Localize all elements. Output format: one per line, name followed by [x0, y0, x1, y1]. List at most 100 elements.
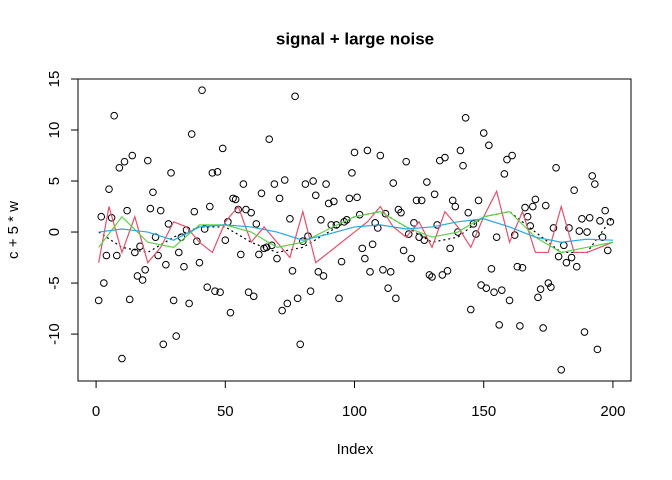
point	[404, 230, 413, 238]
smooth-line	[98, 189, 614, 264]
point	[423, 178, 431, 186]
point	[580, 328, 589, 336]
point	[451, 202, 460, 211]
point	[472, 230, 480, 238]
point	[167, 169, 175, 177]
point	[231, 195, 240, 204]
point	[340, 218, 348, 226]
point	[236, 250, 245, 259]
smooth-line	[98, 218, 613, 243]
point	[557, 365, 566, 374]
point	[198, 86, 206, 95]
point	[529, 202, 537, 211]
point	[280, 176, 289, 184]
point	[588, 172, 597, 180]
point	[428, 273, 436, 281]
point	[275, 194, 284, 203]
point	[348, 169, 356, 177]
point	[218, 144, 227, 153]
point	[244, 288, 253, 297]
point	[417, 196, 426, 205]
point	[598, 233, 607, 241]
point	[278, 306, 286, 315]
point	[203, 283, 212, 291]
point	[461, 113, 470, 122]
point	[180, 262, 188, 271]
point	[270, 180, 279, 188]
point	[293, 294, 302, 303]
point	[200, 225, 209, 233]
point	[138, 276, 147, 284]
point	[412, 196, 421, 205]
point	[539, 324, 547, 332]
point	[216, 288, 224, 297]
point	[291, 92, 299, 101]
point	[123, 206, 131, 215]
smooth-line	[98, 210, 614, 254]
point	[479, 129, 488, 137]
point	[474, 196, 483, 205]
point	[497, 286, 506, 294]
point	[593, 345, 602, 354]
point	[131, 248, 139, 257]
point	[368, 240, 377, 249]
point	[572, 262, 581, 271]
point	[330, 197, 338, 206]
point	[603, 246, 612, 255]
point	[503, 155, 511, 164]
point	[399, 246, 408, 255]
point	[337, 257, 346, 266]
point	[265, 135, 274, 143]
point	[353, 193, 361, 202]
x-tick-label: 0	[92, 403, 100, 420]
point	[335, 294, 343, 303]
point	[100, 279, 108, 287]
point	[386, 268, 395, 276]
point	[485, 141, 493, 150]
point	[128, 151, 137, 160]
point	[221, 236, 230, 245]
point	[112, 251, 121, 260]
x-axis-label: Index	[337, 441, 374, 458]
plot-frame	[77, 78, 632, 382]
point	[154, 251, 162, 260]
point	[389, 179, 398, 187]
y-tick-label: 5	[46, 177, 63, 185]
point	[549, 224, 558, 232]
point	[601, 206, 609, 215]
point	[185, 299, 193, 308]
point	[570, 186, 578, 195]
point	[500, 170, 509, 178]
point	[430, 190, 439, 199]
point	[208, 169, 217, 177]
point	[252, 220, 261, 228]
point	[118, 354, 126, 363]
point	[239, 180, 248, 188]
point	[384, 284, 392, 292]
point	[322, 180, 330, 188]
smooth-line	[98, 210, 614, 254]
point	[585, 213, 594, 222]
point	[159, 340, 168, 349]
point	[324, 199, 333, 208]
point	[560, 241, 568, 250]
point	[309, 177, 317, 185]
point	[301, 180, 310, 188]
point	[508, 151, 516, 160]
point	[495, 321, 504, 329]
point	[143, 156, 152, 165]
point	[464, 208, 473, 217]
point	[190, 207, 199, 216]
point	[552, 163, 560, 172]
point	[102, 251, 111, 260]
point	[521, 203, 529, 212]
point	[575, 227, 584, 235]
point	[319, 272, 328, 280]
point	[565, 224, 573, 232]
point	[350, 148, 359, 157]
point	[149, 188, 157, 197]
point	[156, 206, 165, 215]
point	[226, 308, 235, 317]
point	[544, 279, 553, 287]
point	[402, 157, 410, 166]
